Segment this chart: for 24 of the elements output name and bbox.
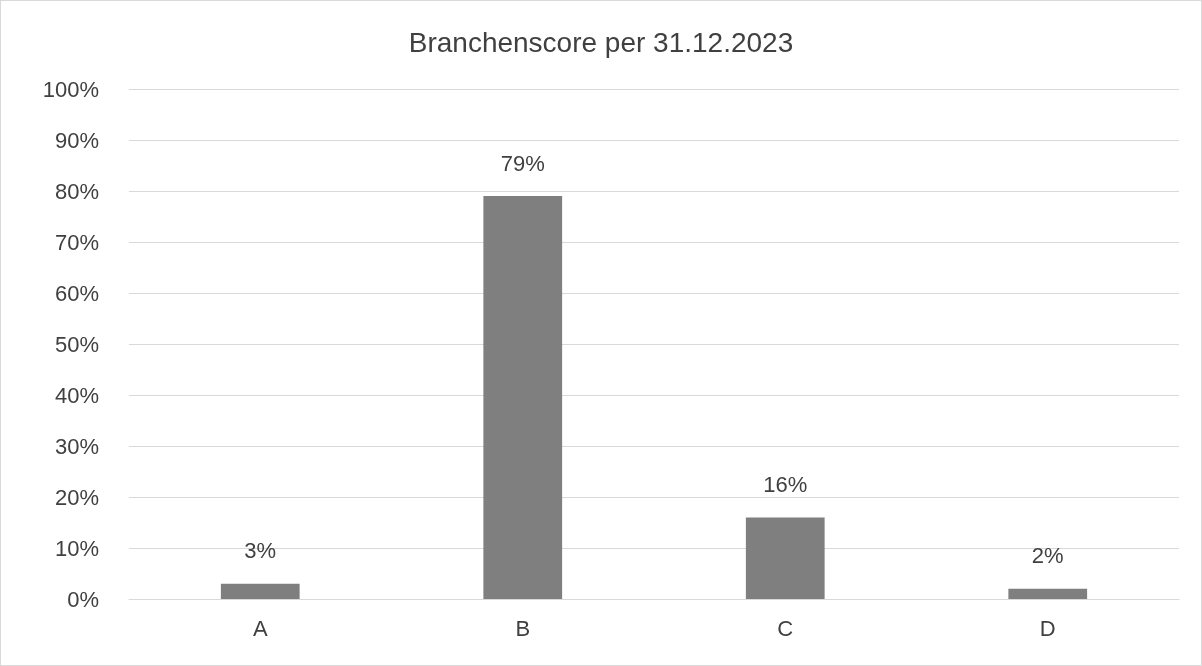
y-tick-label: 100% — [42, 76, 99, 102]
data-label: 16% — [763, 471, 808, 497]
y-tick-label: 10% — [54, 535, 99, 561]
bar — [483, 196, 563, 599]
y-tick-label: 80% — [54, 178, 99, 204]
chart-title: Branchenscore per 31.12.2023 — [408, 26, 794, 58]
y-tick-label: 30% — [54, 433, 99, 459]
x-tick-label: B — [515, 615, 531, 641]
x-tick-label: D — [1039, 615, 1056, 641]
data-label: 3% — [244, 538, 277, 564]
y-tick-label: 50% — [54, 331, 99, 357]
x-tick-label: A — [252, 615, 268, 641]
x-tick-label: C — [777, 615, 794, 641]
bar — [745, 517, 825, 599]
y-tick-label: 70% — [54, 229, 99, 255]
data-label: 79% — [500, 150, 545, 176]
bar — [220, 583, 300, 599]
y-tick-label: 40% — [54, 382, 99, 408]
y-tick-label: 90% — [54, 127, 99, 153]
bar — [1008, 588, 1088, 599]
y-tick-label: 60% — [54, 280, 99, 306]
data-label: 2% — [1031, 543, 1064, 569]
y-tick-label: 0% — [67, 586, 99, 612]
y-tick-label: 20% — [54, 484, 99, 510]
